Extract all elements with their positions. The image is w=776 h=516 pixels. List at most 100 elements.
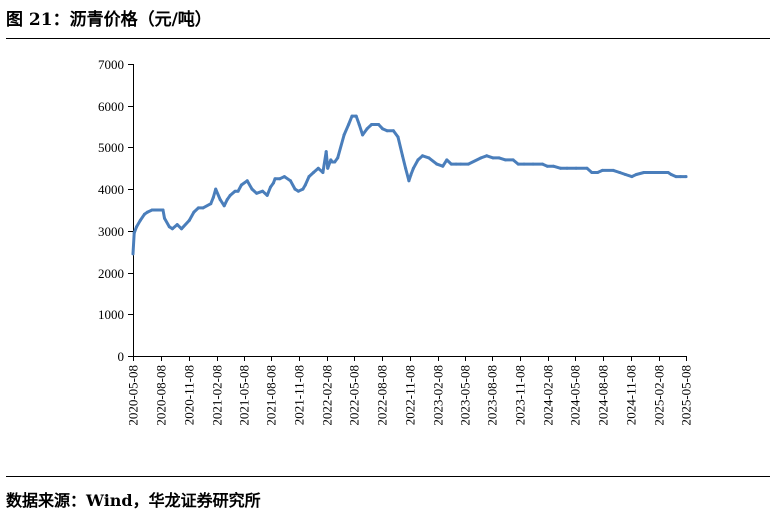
data-point <box>416 158 420 162</box>
data-point <box>407 179 411 183</box>
data-point <box>600 168 604 172</box>
x-tick-label: 2021-11-08 <box>292 365 307 425</box>
data-point <box>504 158 507 162</box>
data-point <box>132 231 136 235</box>
x-tick-label: 2020-05-08 <box>126 365 141 426</box>
data-point <box>361 133 365 137</box>
data-point <box>180 227 183 231</box>
data-point <box>278 177 282 181</box>
data-point <box>565 166 569 170</box>
data-point <box>187 218 191 222</box>
data-point <box>175 223 179 227</box>
data-point <box>357 123 361 126</box>
data-point <box>196 206 200 210</box>
data-point <box>642 171 646 174</box>
x-tick-label: 2022-02-08 <box>320 365 335 426</box>
x-tick-label: 2023-05-08 <box>458 365 473 426</box>
data-point <box>250 187 254 191</box>
series-layer <box>131 114 688 256</box>
data-point <box>273 177 277 181</box>
data-point <box>170 227 174 231</box>
data-point <box>293 187 297 191</box>
line-chart: 0 1000 2000 3000 4000 5000 6000 7000 2020-05-08… <box>98 57 694 426</box>
data-point <box>330 160 334 164</box>
data-point <box>131 252 135 256</box>
source-note: 数据来源：Wind，华龙证券研究所 <box>6 491 261 510</box>
x-tick-label: 2023-02-08 <box>431 365 446 426</box>
data-point <box>192 210 196 214</box>
data-point <box>321 171 325 174</box>
data-point <box>150 208 154 212</box>
data-point <box>324 150 328 154</box>
data-point <box>401 154 404 158</box>
data-point <box>289 179 292 183</box>
data-point <box>454 162 458 166</box>
data-point <box>449 162 453 166</box>
data-point <box>411 166 415 170</box>
data-point <box>421 154 424 158</box>
data-point <box>618 171 622 174</box>
data-point <box>630 175 634 179</box>
data-point <box>590 171 594 174</box>
data-point <box>201 206 205 210</box>
data-point <box>347 123 351 126</box>
x-tick-label: 2022-08-08 <box>375 365 390 426</box>
data-point <box>365 127 369 131</box>
x-tick-label: 2022-11-08 <box>403 365 418 425</box>
data-point <box>551 164 555 168</box>
y-tick-label: 6000 <box>98 99 124 114</box>
data-point <box>427 156 431 160</box>
data-point <box>466 162 470 166</box>
x-tick-label: 2020-08-08 <box>154 365 169 426</box>
data-point <box>559 166 563 170</box>
data-point <box>245 179 249 183</box>
data-point <box>669 173 673 176</box>
y-tick-label: 5000 <box>98 140 124 155</box>
data-point <box>658 171 662 174</box>
data-point <box>269 185 272 189</box>
data-point <box>674 175 678 179</box>
x-tick-label: 2024-02-08 <box>541 365 556 426</box>
data-point <box>209 202 213 206</box>
x-tick-label: 2025-05-08 <box>679 365 694 426</box>
x-tick-label: 2023-11-08 <box>513 365 528 425</box>
data-point <box>261 189 265 193</box>
data-point <box>163 216 166 220</box>
data-point <box>531 162 535 166</box>
x-tick-label: 2025-02-08 <box>652 365 667 426</box>
data-point <box>135 225 139 229</box>
data-point <box>404 166 408 170</box>
data-point <box>409 173 413 176</box>
data-point <box>497 156 501 160</box>
data-point <box>485 154 489 158</box>
data-point <box>303 183 307 187</box>
data-point <box>225 198 229 202</box>
data-point <box>370 123 374 126</box>
data-point <box>479 156 483 160</box>
data-point <box>161 208 165 212</box>
data-point <box>385 129 389 133</box>
data-point <box>236 189 240 193</box>
data-point <box>574 166 578 170</box>
data-point <box>255 191 259 195</box>
y-axis: 0 1000 2000 3000 4000 5000 6000 7000 <box>98 57 134 364</box>
x-axis: 2020-05-08 2020-08-08 2020-11-08 2021-02-08… <box>126 356 694 426</box>
data-point <box>342 133 346 137</box>
data-point <box>491 156 495 160</box>
x-tick-label: 2021-02-08 <box>210 365 225 426</box>
data-point <box>679 175 682 179</box>
data-point <box>435 162 439 166</box>
data-point <box>396 135 400 139</box>
data-point <box>138 218 142 222</box>
data-point <box>611 168 615 172</box>
bottom-rule <box>6 476 770 477</box>
data-point <box>391 129 395 133</box>
data-point <box>373 123 377 126</box>
data-point <box>381 127 384 131</box>
x-tick-label: 2024-11-08 <box>624 365 639 425</box>
data-point <box>336 156 340 160</box>
data-point <box>228 193 232 197</box>
data-point <box>623 173 627 176</box>
data-point <box>326 166 330 170</box>
data-point <box>222 204 226 208</box>
